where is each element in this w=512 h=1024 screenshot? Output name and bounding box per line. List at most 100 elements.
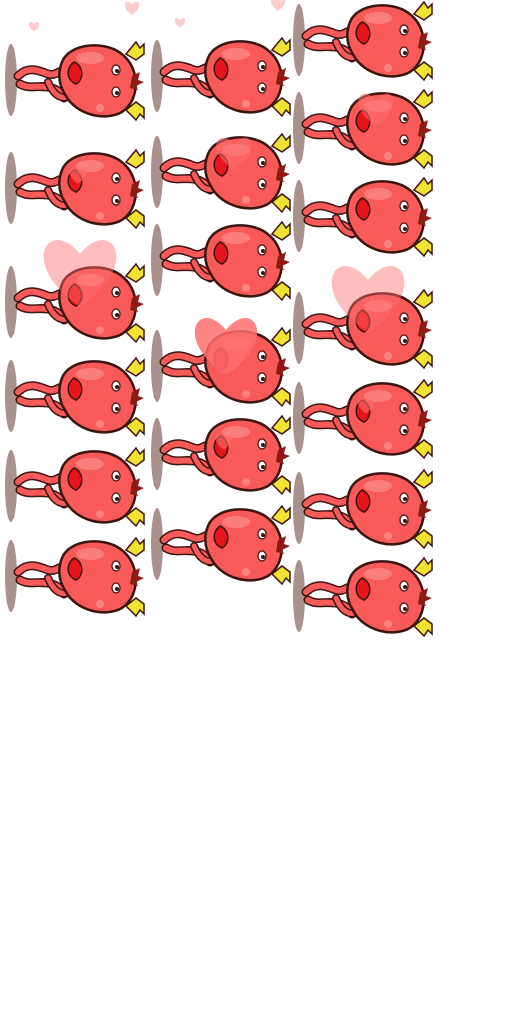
tuft: [418, 320, 432, 338]
tuft: [130, 388, 144, 406]
floating-heart: [216, 137, 252, 170]
sprite-frame: [150, 414, 291, 496]
ground-shadow: [5, 266, 17, 338]
ear: [270, 475, 291, 496]
body-highlight: [364, 188, 392, 200]
ground-shadow: [293, 180, 305, 252]
sprite-frame: [292, 266, 433, 370]
sprite-frame: [292, 378, 433, 460]
ear: [412, 149, 433, 170]
tuft: [418, 588, 432, 606]
sprite-frame: [150, 504, 291, 586]
ear: [412, 468, 433, 489]
sprite-frame: [150, 132, 291, 214]
body: [204, 224, 283, 298]
ear: [412, 617, 433, 638]
heart-creature-sprite: [5, 446, 145, 528]
ear: [270, 565, 291, 586]
tuft: [130, 294, 144, 312]
sprite-frame: [150, 220, 291, 302]
mouth: [355, 197, 371, 221]
body: [346, 4, 425, 78]
mouth: [67, 283, 83, 307]
ear: [270, 414, 291, 435]
ear: [270, 281, 291, 302]
ground-shadow: [293, 92, 305, 164]
tuft: [276, 68, 290, 86]
ground-shadow: [151, 224, 163, 296]
mouth: [213, 241, 229, 265]
sprite-frame: [292, 0, 433, 82]
ground-shadow: [151, 136, 163, 208]
tuft: [276, 164, 290, 182]
ear: [412, 237, 433, 258]
heart-creature-sprite: [293, 88, 433, 170]
ear: [412, 0, 433, 21]
heart-creature-sprite: [293, 468, 433, 550]
mouth: [355, 489, 371, 513]
ear: [124, 40, 145, 61]
floating-heart: [270, 0, 286, 11]
ground-shadow: [293, 472, 305, 544]
mouth: [213, 57, 229, 81]
ground-shadow: [5, 152, 17, 224]
body-highlight: [76, 458, 104, 470]
body-highlight: [222, 232, 250, 244]
ear: [124, 446, 145, 467]
ear: [124, 148, 145, 169]
sprite-frame: [150, 318, 291, 408]
body-highlight: [76, 548, 104, 560]
ear: [124, 417, 145, 438]
tuft: [130, 180, 144, 198]
ground-shadow: [5, 540, 17, 612]
tuft: [418, 208, 432, 226]
ground-shadow: [151, 330, 163, 402]
body-highlight: [364, 12, 392, 24]
sprite-frame: [292, 176, 433, 258]
mouth: [355, 577, 371, 601]
ground-shadow: [151, 418, 163, 490]
body-highlight: [222, 48, 250, 60]
ear: [124, 262, 145, 283]
ear: [412, 61, 433, 82]
ground-shadow: [5, 450, 17, 522]
heart-creature-sprite: [5, 536, 145, 618]
heart-creature-sprite: [5, 240, 145, 344]
ground-shadow: [293, 4, 305, 76]
ground-shadow: [293, 382, 305, 454]
body-highlight: [76, 368, 104, 380]
ear: [270, 387, 291, 408]
sprite-frame: [292, 88, 433, 170]
sprite-frame: [150, 0, 291, 118]
sprite-frame: [4, 536, 145, 618]
body-highlight: [76, 274, 104, 286]
heart-creature-sprite: [293, 0, 433, 82]
ground-shadow: [293, 292, 305, 364]
body: [204, 40, 283, 114]
floating-heart: [358, 93, 394, 126]
ear: [270, 220, 291, 241]
heart-creature-sprite: [5, 1, 145, 122]
ear: [412, 556, 433, 577]
sprite-frame: [4, 148, 145, 230]
body: [58, 266, 137, 340]
heart-creature-sprite: [151, 132, 291, 214]
mouth: [67, 61, 83, 85]
sprite-frame: [4, 446, 145, 528]
heart-creature-sprite: [5, 356, 145, 438]
heart-creature-sprite: [151, 0, 291, 118]
ear: [124, 536, 145, 557]
ground-shadow: [5, 360, 17, 432]
body-highlight: [364, 480, 392, 492]
body: [58, 44, 137, 118]
heart-creature-sprite: [5, 148, 145, 230]
floating-heart: [331, 266, 405, 333]
ground-shadow: [151, 508, 163, 580]
ground-shadow: [151, 40, 163, 112]
sprite-frame: [292, 556, 433, 638]
ear: [412, 529, 433, 550]
ear: [412, 288, 433, 309]
body-highlight: [364, 300, 392, 312]
mouth: [67, 557, 83, 581]
heart-creature-sprite: [151, 504, 291, 586]
